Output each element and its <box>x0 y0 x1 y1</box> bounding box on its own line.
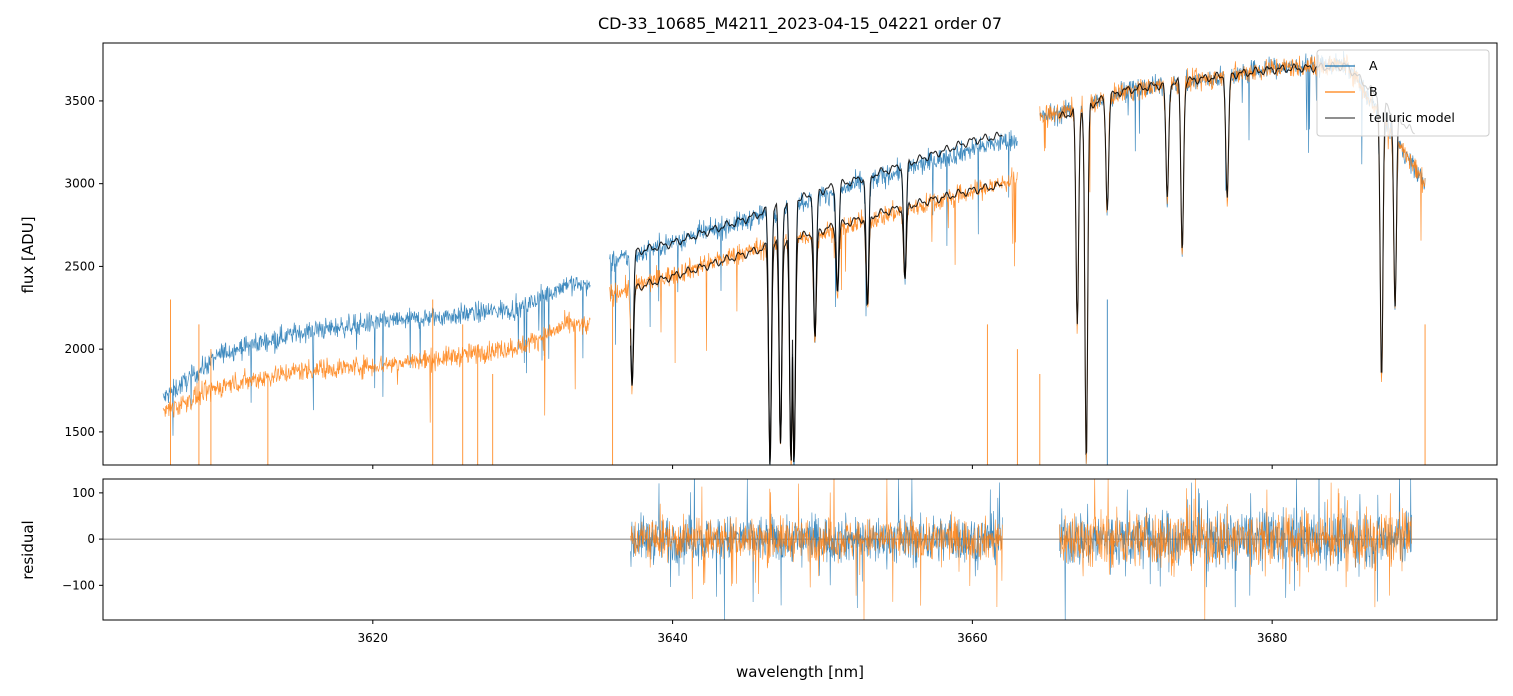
legend-box <box>1316 49 1490 137</box>
residual-xtick-label: 3660 <box>957 631 988 645</box>
flux-ytick-label: 1500 <box>64 425 95 439</box>
residual-series-B-segment-0 <box>630 479 1003 620</box>
series-telluric-model-segment-1 <box>630 181 1003 465</box>
residual-ytick-label: 100 <box>72 486 95 500</box>
residual-plot-area <box>103 479 1497 620</box>
series-B-segment-0 <box>162 309 591 423</box>
residual-ylabel: residual <box>19 520 37 579</box>
residual-xtick-label: 3680 <box>1257 631 1288 645</box>
flux-ytick-label: 2500 <box>64 259 95 273</box>
residual-ytick-label: −100 <box>62 578 95 592</box>
flux-ylabel: flux [ADU] <box>19 216 37 293</box>
flux-panel: 1500 2000 2500 3000 3500 <box>64 42 1498 469</box>
residual-xtick-label: 3620 <box>358 631 389 645</box>
legend-label-A: A <box>1369 58 1378 73</box>
legend-label-telluric-model: telluric model <box>1369 110 1455 125</box>
series-A-segment-0 <box>162 275 591 436</box>
flux-ytick-label: 3500 <box>64 94 95 108</box>
residual-panel: 100 0 −100 3620 3640 3660 3680 <box>62 478 1498 645</box>
flux-axes-frame <box>102 42 1498 466</box>
flux-plot-area <box>162 50 1426 465</box>
residual-axes-frame <box>102 478 1498 621</box>
residual-series-B-segment-1 <box>1059 479 1412 620</box>
series-B-segment-1 <box>609 167 1018 465</box>
residual-xtick-label: 3640 <box>657 631 688 645</box>
chart-title: CD-33_10685_M4211_2023-04-15_04221 order… <box>598 14 1002 34</box>
flux-ytick-label: 3000 <box>64 177 95 191</box>
residual-ytick-label: 0 <box>87 532 95 546</box>
xlabel: wavelength [nm] <box>736 663 864 681</box>
flux-ytick-label: 2000 <box>64 342 95 356</box>
legend-label-B: B <box>1369 84 1378 99</box>
